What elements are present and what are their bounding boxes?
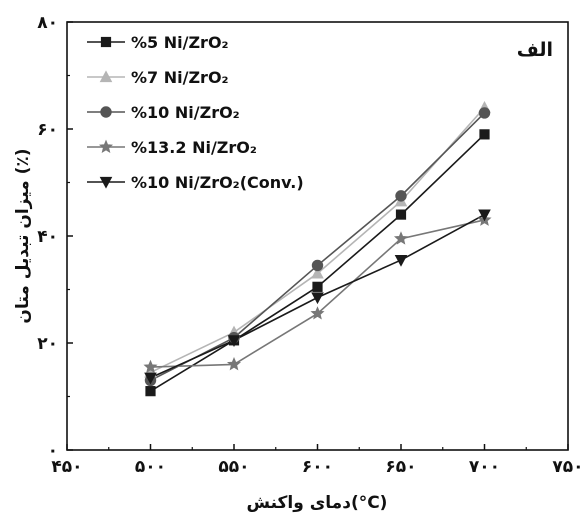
legend-marker <box>98 139 114 153</box>
data-point <box>226 357 242 371</box>
legend: %5 Ni/ZrO₂ %7 Ni/ZrO₂ %10 Ni/ZrO₂ %13.2 Ni/… <box>87 33 304 192</box>
x-tick-label: ۷۵۰ <box>552 457 580 477</box>
legend-label: %10 Ni/ZrO₂(Conv.) <box>131 173 304 192</box>
x-tick-label: ۶۰۰ <box>302 457 333 477</box>
legend-label: %7 Ni/ZrO₂ <box>131 68 229 87</box>
axis-tick-labels: ۴۵۰ ۵۰۰ ۵۵۰ ۶۰۰ ۶۵۰ ۷۰۰ ۷۵۰ ۰ ۲۰ ۴۰ ۶۰ ۸۰ <box>37 13 580 477</box>
data-point <box>311 266 324 279</box>
data-point <box>144 372 157 385</box>
legend-label: %13.2 Ni/ZrO₂ <box>131 138 257 157</box>
legend-label: %5 Ni/ZrO₂ <box>131 33 229 52</box>
data-point <box>394 254 408 267</box>
data-point <box>479 129 490 140</box>
data-point <box>227 335 241 347</box>
data-point <box>311 292 324 305</box>
legend-marker <box>100 106 112 118</box>
data-point <box>143 359 158 374</box>
legend-marker <box>99 70 113 83</box>
axis-ticks <box>66 21 569 451</box>
y-tick-label: ۸۰ <box>37 13 58 33</box>
data-point <box>395 209 407 220</box>
y-tick-label: ۶۰ <box>37 120 58 140</box>
data-point <box>478 209 491 222</box>
legend-marker <box>100 36 112 48</box>
x-tick-label: ۶۵۰ <box>385 457 416 477</box>
legend-marker <box>99 176 113 189</box>
x-tick-label: ۵۵۰ <box>218 457 249 477</box>
data-point <box>395 190 407 202</box>
y-tick-label: ۲۰ <box>37 334 58 354</box>
series-markers <box>143 100 492 397</box>
x-tick-label: ۵۰۰ <box>135 457 166 477</box>
x-tick-label: ۴۵۰ <box>51 457 82 477</box>
x-tick-label: ۷۰۰ <box>469 457 500 477</box>
x-axis-title: دمای واکنش(°C) <box>247 493 388 513</box>
data-point <box>311 259 324 272</box>
data-point <box>478 107 491 119</box>
legend-label: %10 Ni/ZrO₂ <box>131 103 240 122</box>
data-point <box>145 386 156 397</box>
data-point <box>310 306 325 320</box>
y-tick-label: ۴۰ <box>37 227 58 247</box>
data-point <box>393 231 409 245</box>
y-tick-label: ۰ <box>48 441 58 461</box>
corner-label: الف <box>517 39 553 61</box>
y-axis-title: میزان تبدیل متان (٪) <box>13 148 33 323</box>
data-point <box>312 281 323 292</box>
